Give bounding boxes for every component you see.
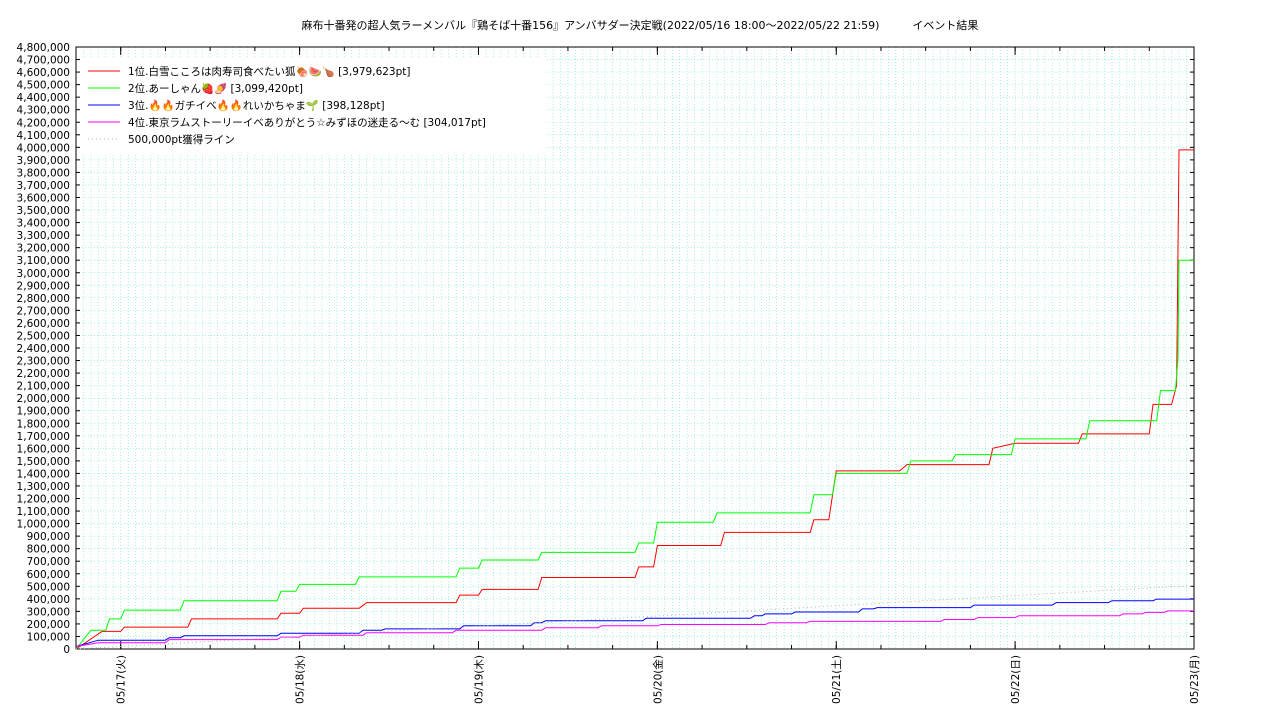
y-tick-label: 1,600,000 — [17, 443, 70, 455]
y-tick-label: 1,200,000 — [17, 494, 70, 506]
x-tick-label: 05/19(木) — [473, 655, 485, 704]
y-tick-label: 2,000,000 — [17, 393, 70, 405]
y-tick-label: 400,000 — [27, 594, 70, 606]
axes: 0100,000200,000300,000400,000500,000600,… — [17, 42, 1201, 704]
y-tick-label: 600,000 — [27, 569, 70, 581]
y-tick-label: 2,900,000 — [17, 280, 70, 292]
x-tick-label: 05/21(土) — [830, 655, 843, 704]
series-line-5 — [75, 585, 1194, 650]
y-tick-label: 2,700,000 — [17, 305, 70, 317]
y-tick-label: 4,000,000 — [17, 142, 70, 154]
y-tick-label: 3,000,000 — [17, 268, 70, 280]
y-tick-label: 3,600,000 — [17, 193, 70, 205]
y-tick-label: 4,600,000 — [17, 67, 70, 79]
legend-entry-1: 1位.白雪こころは肉寿司食べたい狐🍖🍉🍗 [3,979,623pt] — [128, 65, 411, 78]
y-tick-label: 2,400,000 — [17, 343, 70, 355]
x-tick-label: 05/17(火) — [116, 655, 128, 704]
legend-box — [80, 57, 546, 155]
y-tick-label: 1,800,000 — [17, 418, 70, 430]
y-tick-label: 3,200,000 — [17, 243, 70, 255]
y-tick-label: 200,000 — [27, 619, 70, 631]
grid — [75, 46, 1195, 650]
y-tick-label: 2,300,000 — [17, 356, 70, 368]
x-tick-label: 05/18(水) — [295, 655, 307, 704]
y-tick-label: 500,000 — [27, 581, 70, 593]
y-tick-label: 3,400,000 — [17, 218, 70, 230]
legend-entry-4: 4位.東京ラムストーリーイベありがとう☆みずほの迷走る〜む [304,017pt… — [128, 116, 486, 129]
y-tick-label: 3,700,000 — [17, 180, 70, 192]
y-tick-label: 4,100,000 — [17, 130, 70, 142]
y-tick-label: 1,400,000 — [17, 468, 70, 480]
y-tick-label: 2,800,000 — [17, 293, 70, 305]
y-tick-label: 4,500,000 — [17, 80, 70, 92]
series-line-4 — [75, 610, 1194, 647]
y-tick-label: 1,900,000 — [17, 406, 70, 418]
y-tick-label: 2,600,000 — [17, 318, 70, 330]
y-tick-label: 2,500,000 — [17, 330, 70, 342]
legend-entry-3: 3位.🔥🔥ガチイベ🔥🔥れいかちゃま🌱 [398,128pt] — [128, 99, 385, 112]
x-tick-label: 05/22(日) — [1010, 655, 1022, 704]
y-tick-label: 4,300,000 — [17, 105, 70, 117]
legend: 1位.白雪こころは肉寿司食べたい狐🍖🍉🍗 [3,979,623pt] 2位.あーし… — [80, 57, 546, 155]
series-line-2 — [75, 259, 1194, 650]
series-line-1 — [75, 149, 1194, 650]
y-tick-label: 2,200,000 — [17, 368, 70, 380]
y-tick-label: 3,300,000 — [17, 230, 70, 242]
y-tick-label: 1,000,000 — [17, 519, 70, 531]
y-tick-label: 1,100,000 — [17, 506, 70, 518]
chart-title: 麻布十番発の超人気ラーメンバル『鶏そば十番156』アンバサダー決定戦(2022/… — [301, 19, 979, 32]
y-tick-label: 700,000 — [27, 556, 70, 568]
y-tick-label: 1,700,000 — [17, 431, 70, 443]
y-tick-label: 4,700,000 — [17, 55, 70, 67]
y-tick-label: 900,000 — [27, 531, 70, 543]
y-tick-label: 1,500,000 — [17, 456, 70, 468]
y-tick-label: 800,000 — [27, 544, 70, 556]
y-tick-label: 4,400,000 — [17, 92, 70, 104]
y-tick-label: 0 — [63, 644, 70, 656]
y-tick-label: 1,300,000 — [17, 481, 70, 493]
y-tick-label: 300,000 — [27, 606, 70, 618]
x-tick-label: 05/20(金) — [651, 655, 664, 704]
y-tick-label: 4,200,000 — [17, 117, 70, 129]
series-line-3 — [75, 598, 1194, 647]
y-tick-label: 3,100,000 — [17, 255, 70, 267]
series-lines — [75, 149, 1194, 650]
y-tick-label: 3,900,000 — [17, 155, 70, 167]
y-tick-label: 4,800,000 — [17, 42, 70, 54]
x-tick-label: 05/23(月) — [1189, 655, 1201, 704]
y-tick-label: 3,500,000 — [17, 205, 70, 217]
legend-entry-5: 500,000pt獲得ライン — [128, 133, 235, 146]
y-tick-label: 100,000 — [27, 631, 70, 643]
y-tick-label: 3,800,000 — [17, 167, 70, 179]
y-tick-label: 2,100,000 — [17, 381, 70, 393]
legend-entry-2: 2位.あーしゃん🍓🍠 [3,099,420pt] — [128, 82, 303, 95]
